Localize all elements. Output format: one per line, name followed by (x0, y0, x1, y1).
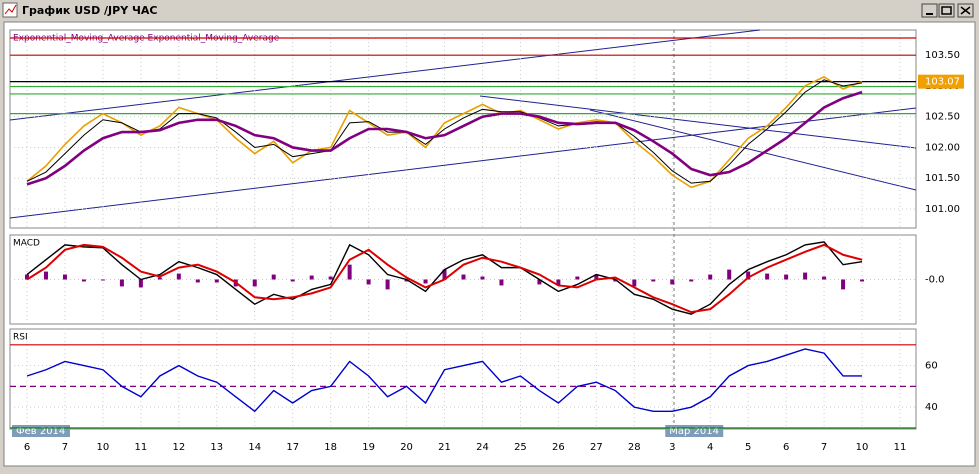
maximize-button[interactable] (938, 3, 955, 18)
current-price-label: 103.07 (925, 77, 960, 88)
x-tick-label: 21 (438, 442, 451, 453)
x-tick-label: 7 (821, 442, 827, 453)
histogram-bar (81, 279, 86, 282)
series-line (26, 241, 863, 315)
pane-title: MACD (13, 239, 40, 249)
histogram-bar (556, 279, 561, 286)
x-tick-label: 3 (669, 442, 675, 453)
y-tick-label: 103.50 (925, 50, 960, 61)
x-tick-label: 7 (62, 442, 68, 453)
histogram-bar (765, 273, 770, 280)
x-tick-label: 11 (894, 442, 907, 453)
y-tick-label: 101.50 (925, 173, 960, 184)
x-tick-label: 5 (745, 442, 751, 453)
histogram-bar (575, 276, 580, 280)
histogram-bar (841, 279, 846, 290)
histogram-bar (385, 279, 390, 290)
histogram-bar (613, 279, 618, 282)
x-tick-label: 4 (707, 442, 713, 453)
rsi-pane (9, 328, 917, 430)
y-tick-label: 101.00 (925, 204, 960, 215)
y-tick-label: 60 (925, 361, 938, 372)
histogram-bar (651, 279, 656, 282)
histogram-bar (689, 279, 694, 282)
x-tick-label: 25 (514, 442, 527, 453)
histogram-bar (670, 279, 675, 285)
histogram-bar (746, 271, 751, 280)
histogram-bar (594, 274, 599, 280)
x-tick-label: 24 (476, 442, 489, 453)
series-line (26, 243, 863, 314)
series-line (26, 79, 863, 184)
series-line (26, 348, 863, 413)
histogram-bar (138, 279, 143, 288)
histogram-bar (252, 279, 257, 287)
trend-lines (9, 29, 917, 219)
histogram-bar (461, 274, 466, 280)
x-tick-label: 26 (552, 442, 565, 453)
x-tick-label: 17 (286, 442, 299, 453)
histogram-bar (119, 279, 124, 287)
x-tick-label: 19 (362, 442, 375, 453)
price-pane (9, 29, 917, 229)
x-tick-label: 12 (172, 442, 185, 453)
minimize-button[interactable] (921, 3, 938, 18)
current-price-box (918, 74, 964, 89)
month-label: Мар 2014 (669, 426, 719, 437)
histogram-bar (271, 274, 276, 280)
histogram-bar (708, 274, 713, 280)
histogram-bar (62, 274, 67, 280)
histogram-bar (822, 276, 827, 280)
histogram-bar (499, 279, 504, 286)
histogram-bar (100, 279, 105, 281)
x-tick-label: 13 (210, 442, 223, 453)
histogram-bar (366, 279, 371, 285)
y-tick-label: 102.50 (925, 112, 960, 123)
close-button[interactable] (957, 3, 974, 18)
histogram-bar (43, 271, 48, 280)
histogram-bar (442, 269, 447, 280)
window-title: График USD /JPY ЧАС (22, 4, 157, 17)
histogram-bar (784, 274, 789, 280)
x-tick-label: 11 (135, 442, 148, 453)
histogram-bar (423, 279, 428, 284)
x-tick-label: 6 (24, 442, 30, 453)
series-line (26, 90, 863, 186)
histogram-bar (537, 279, 542, 285)
x-tick-label: 10 (856, 442, 869, 453)
x-tick-label: 18 (324, 442, 337, 453)
y-tick-label: 102.00 (925, 142, 960, 153)
title-bar (0, 0, 979, 20)
x-tick-label: 28 (628, 442, 641, 453)
histogram-bar (727, 269, 732, 280)
x-tick-label: 14 (248, 442, 261, 453)
histogram-bar (25, 274, 29, 280)
histogram-bar (290, 279, 295, 282)
histogram-bar (803, 272, 808, 280)
app-icon-glyph (4, 4, 17, 15)
histogram-bar (309, 275, 314, 280)
x-tick-label: 10 (97, 442, 110, 453)
x-tick-label: 27 (590, 442, 603, 453)
histogram-bar (328, 276, 333, 280)
histogram-bar (632, 279, 637, 287)
y-tick-label: -0.0 (925, 275, 945, 286)
histogram-bar (157, 277, 162, 280)
histogram-bar (214, 279, 219, 283)
x-tick-label: 20 (400, 442, 413, 453)
histogram-bar (195, 279, 200, 283)
series-line (26, 75, 863, 189)
chart-area (3, 21, 976, 467)
x-tick-label: 6 (783, 442, 789, 453)
histogram-bar (860, 279, 865, 282)
pane-title: RSI (13, 333, 28, 343)
histogram-bar (176, 273, 181, 280)
histogram-bar (404, 279, 409, 282)
histogram-bar (480, 276, 485, 280)
month-label: Фев 2014 (16, 426, 65, 437)
histogram-bar (347, 264, 352, 280)
y-tick-label: 40 (925, 402, 938, 413)
